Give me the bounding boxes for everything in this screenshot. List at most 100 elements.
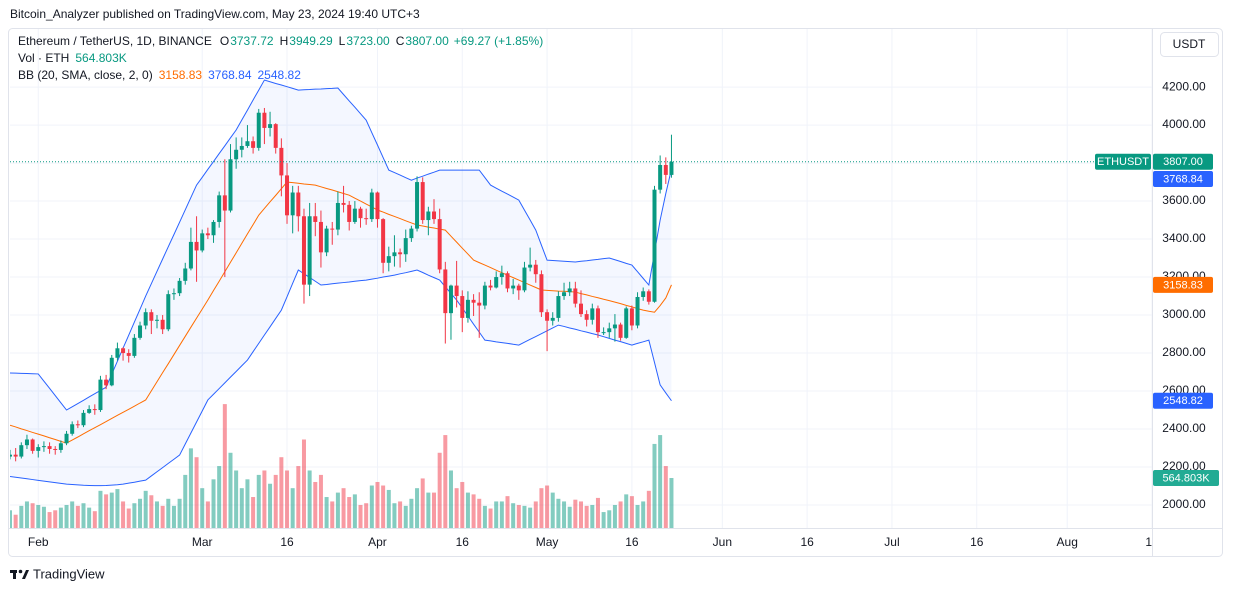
candle-body	[228, 159, 233, 211]
candle-body	[92, 409, 97, 411]
candle-body	[318, 221, 323, 253]
volume-bar	[318, 474, 323, 528]
volume-bar	[121, 501, 126, 528]
candle-body	[612, 324, 617, 329]
volume-bar	[138, 498, 143, 528]
volume-bar	[347, 497, 352, 528]
volume-bar	[562, 501, 567, 528]
candle-body	[87, 409, 92, 413]
candle-body	[465, 299, 470, 318]
volume-bar	[567, 506, 572, 528]
time-axis: Feb Mar 16 Apr 16 May 16 Jun 16 Jul 16 Aug 16	[28, 535, 1152, 549]
volume-bar	[494, 501, 499, 528]
volume-bar	[658, 435, 663, 528]
candle-body	[629, 308, 634, 326]
volume-bar	[10, 510, 12, 528]
candle-body	[409, 228, 414, 239]
candle-body	[454, 285, 459, 297]
candle-body	[369, 192, 374, 220]
currency-button-box[interactable]	[1160, 32, 1219, 57]
candle-body	[217, 195, 222, 222]
volume-bar	[166, 498, 171, 528]
volume-bar	[624, 494, 629, 528]
candle-body	[166, 294, 171, 330]
candle-body	[313, 216, 318, 222]
candle-body	[307, 216, 312, 285]
y-tick-label: 2400.00	[1162, 421, 1206, 435]
volume-bar	[663, 466, 668, 528]
legend-text: 2548.82	[258, 68, 302, 82]
price-axis: 2000.002200.002400.002600.002800.003000.…	[1095, 79, 1219, 511]
volume-bar	[358, 504, 363, 528]
volume-bar	[646, 490, 651, 528]
volume-bar	[126, 508, 131, 528]
candle-body	[53, 448, 58, 450]
volume-bar	[629, 496, 634, 528]
price-tag-label: 2548.82	[1163, 395, 1203, 407]
currency-button[interactable]: USDT	[1160, 32, 1219, 57]
y-tick-label: 3600.00	[1162, 193, 1206, 207]
candle-body	[285, 175, 290, 216]
legend-text: Vol · ETH	[18, 51, 69, 65]
volume-bar	[47, 512, 52, 528]
volume-bar	[488, 508, 493, 528]
volume-bar	[454, 488, 459, 528]
volume-bar	[335, 492, 340, 528]
candle-body	[494, 277, 499, 288]
volume-bar	[256, 474, 261, 528]
candle-body	[138, 325, 143, 338]
candle-body	[126, 353, 131, 356]
candle-body	[19, 445, 24, 457]
candle-body	[205, 233, 210, 236]
plot-pane	[10, 79, 1152, 528]
price-tag	[1095, 153, 1151, 170]
volume-bar	[251, 497, 256, 528]
candle-body	[488, 285, 493, 288]
legend-text: 3768.84	[208, 68, 252, 82]
volume-bar	[109, 492, 114, 528]
candle-body	[618, 324, 623, 338]
candle-body	[663, 164, 668, 175]
candle-body	[448, 285, 453, 314]
volume-bar	[477, 498, 482, 528]
candle-body	[188, 241, 193, 269]
candle-body	[251, 141, 256, 148]
volume-bar	[364, 503, 369, 528]
y-tick-label: 2200.00	[1162, 459, 1206, 473]
volume-bar	[522, 505, 527, 528]
volume-bar	[601, 512, 606, 528]
volume-bar	[550, 492, 555, 528]
candle-body	[556, 296, 561, 318]
volume-bar	[149, 495, 154, 528]
volume-bar	[307, 470, 312, 528]
candle-body	[415, 182, 420, 229]
volume-bar	[245, 479, 250, 528]
volume-bar	[177, 498, 182, 528]
volume-bar	[539, 488, 544, 528]
volume-bar	[505, 496, 510, 528]
candle-body	[471, 299, 476, 303]
volume-bar	[341, 488, 346, 528]
y-tick-label: 2000.00	[1162, 497, 1206, 511]
legend-text: 3949.29	[289, 34, 333, 48]
candle-body	[550, 317, 555, 321]
volume-bar	[369, 485, 374, 528]
x-tick-label: Mar	[192, 535, 213, 549]
candle-body	[279, 147, 284, 176]
currency-label[interactable]: USDT	[1173, 37, 1206, 51]
volume-bar	[81, 503, 86, 528]
volume-bar	[607, 510, 612, 528]
legend-text: 564.803K	[75, 51, 126, 65]
candle-body	[352, 208, 357, 222]
x-tick-label: 16	[970, 535, 984, 549]
price-tag-label: 3768.84	[1163, 173, 1203, 185]
volume-bar	[516, 504, 521, 528]
x-tick-label: Feb	[28, 535, 49, 549]
publish-header: Bitcoin_Analyzer published on TradingVie…	[10, 7, 420, 21]
x-tick-label: Aug	[1057, 535, 1078, 549]
x-tick-label: 16	[625, 535, 639, 549]
bb-lower-line	[10, 269, 672, 487]
volume-bar	[556, 498, 561, 528]
volume-bar	[87, 507, 92, 528]
footer-text: TradingView	[33, 566, 105, 581]
